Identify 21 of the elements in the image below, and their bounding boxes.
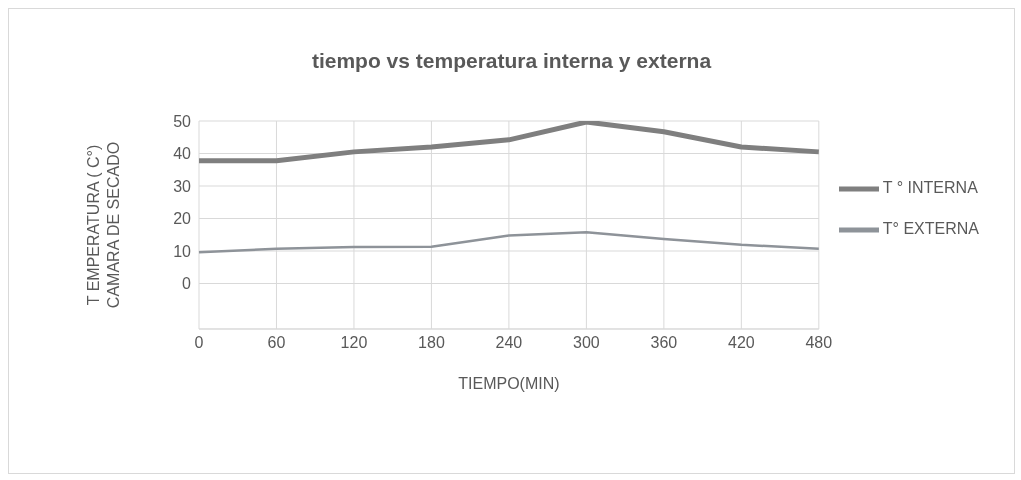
legend-label: T° EXTERNA [882,220,979,237]
y-tick-label: 50 [173,112,192,130]
y-axis-title: T EMPERATURA ( C°) CAMARA DE SECADO [85,141,122,309]
x-tick-label: 0 [194,334,204,352]
y-tick-label: 20 [173,210,192,228]
line-series [197,230,821,254]
y-tick-label: 10 [173,242,192,260]
x-tick-label: 480 [805,334,833,352]
y-tick-label: 0 [182,275,192,293]
y-tick-label: 30 [173,177,192,195]
legend-label: T ° INTERNA [882,179,978,197]
x-axis-title: TIEMPO(MIN) [458,375,560,392]
x-tick-label: 360 [650,334,678,352]
chart-title: tiempo vs temperatura interna y externa [310,49,713,73]
x-tick-label: 180 [418,334,445,352]
x-tick-label: 420 [727,334,755,352]
x-tick-label: 120 [340,334,368,352]
x-tick-label: 240 [495,334,523,352]
x-tick-label: 60 [267,334,286,352]
y-tick-label: 40 [173,145,192,163]
x-tick-label: 300 [573,334,600,352]
